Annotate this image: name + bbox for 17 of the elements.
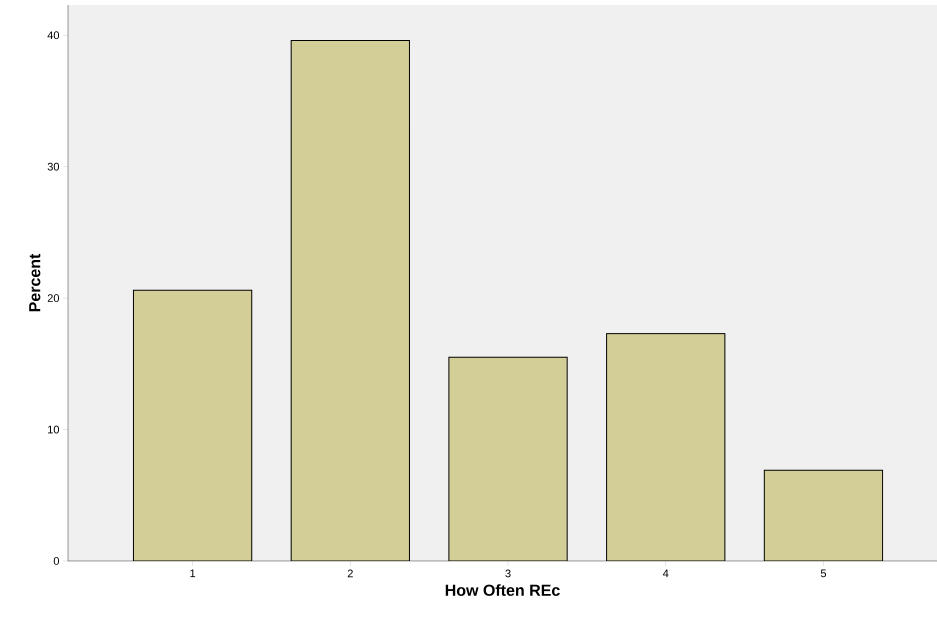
x-tick-label: 3 <box>505 570 511 578</box>
x-axis-title: How Often REc <box>446 584 560 596</box>
x-tick-label: 2 <box>348 570 353 578</box>
x-tick-label: 4 <box>662 570 668 578</box>
x-tick-label: 5 <box>820 570 826 578</box>
bar <box>290 40 410 561</box>
x-tick-label: 1 <box>190 570 196 578</box>
y-tick-label: 20 <box>48 294 60 302</box>
bar <box>606 333 726 561</box>
y-tick-label: 30 <box>48 162 60 171</box>
y-axis-title: Percent <box>29 254 40 312</box>
bar <box>764 470 884 561</box>
y-tick-label: 10 <box>48 426 60 434</box>
y-tick-label: 0 <box>54 557 60 565</box>
y-tick-label: 40 <box>47 31 60 40</box>
bar <box>132 290 252 561</box>
bar <box>448 356 568 561</box>
